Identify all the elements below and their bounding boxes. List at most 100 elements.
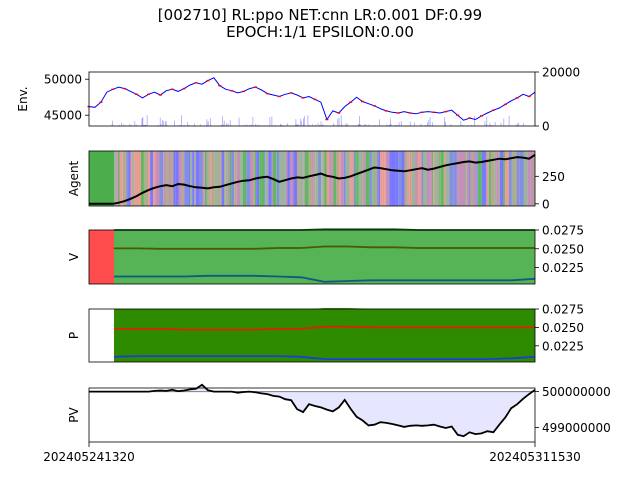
agent-action-band	[155, 151, 160, 206]
agent-action-band	[494, 151, 497, 206]
agent-action-band	[229, 151, 232, 206]
agent-action-band	[443, 151, 446, 206]
agent-action-band	[333, 151, 337, 206]
agent-action-band	[421, 151, 424, 206]
pv-tick-499000000-label: 499000000	[542, 421, 611, 435]
v-tick-0250-label: 0.0250	[542, 242, 584, 256]
agent-action-band	[511, 151, 514, 206]
agent-action-band	[326, 151, 330, 206]
agent-action-band	[261, 151, 265, 206]
p-tick-0275-label: 0.0275	[542, 303, 584, 317]
agent-action-band	[530, 151, 534, 206]
agent-action-band	[439, 151, 441, 206]
price-line	[88, 77, 536, 121]
agent-action-band	[490, 151, 495, 206]
agent-action-band	[369, 151, 372, 206]
agent-action-band	[496, 151, 499, 206]
agent-action-band	[523, 151, 528, 206]
agent-action-band	[203, 151, 205, 206]
agent-action-band	[276, 151, 280, 206]
agent-action-band	[456, 151, 459, 206]
p-buy-region	[114, 309, 535, 362]
agent-action-band	[378, 151, 381, 206]
agent-action-band	[407, 151, 410, 206]
agent-action-band	[380, 151, 383, 206]
p-tick-0225-label: 0.0225	[542, 339, 584, 353]
agent-position-line	[89, 153, 536, 205]
agent-action-band	[304, 151, 309, 206]
pv-panel: 499000000 500000000 PV	[67, 383, 611, 443]
p-series-line	[113, 355, 536, 361]
agent-action-band	[221, 151, 224, 206]
v-frame	[88, 229, 536, 285]
agent-action-band	[412, 151, 416, 206]
agent-action-band	[433, 151, 435, 206]
agent-action-band	[486, 151, 489, 206]
agent-action-band	[473, 151, 477, 206]
p-tick-0250-label: 0.0250	[542, 321, 584, 335]
pv-tick-500000000-label: 500000000	[542, 385, 611, 399]
chart-title-line1: [002710] RL:ppo NET:cnn LR:0.001 DF:0.99	[157, 6, 483, 24]
agent-action-band	[476, 151, 478, 206]
agent-action-band	[345, 151, 350, 206]
agent-tick-250-label: 250	[542, 170, 565, 184]
v-panel: 0.0225 0.0250 0.0275 V	[67, 224, 584, 285]
agent-action-band	[498, 151, 500, 206]
agent-action-band	[312, 151, 314, 206]
chart-title-line2: EPOCH:1/1 EPSILON:0.00	[226, 23, 414, 41]
agent-action-band	[440, 151, 444, 206]
agent-action-band	[353, 151, 356, 206]
agent-action-band	[170, 151, 174, 206]
agent-action-band	[389, 151, 392, 206]
agent-action-band	[190, 151, 193, 206]
agent-action-band	[234, 151, 237, 206]
agent-action-band	[377, 151, 379, 206]
p-frame	[88, 308, 536, 363]
agent-action-band	[175, 151, 179, 206]
agent-action-band	[478, 151, 482, 206]
pv-line	[89, 383, 536, 438]
agent-action-band	[210, 151, 212, 206]
agent-action-band	[488, 151, 491, 206]
agent-action-band	[227, 151, 230, 206]
pv-frame	[88, 387, 536, 443]
agent-action-band	[371, 151, 374, 206]
agent-action-band	[503, 151, 505, 206]
env-frame	[88, 71, 536, 127]
agent-action-band	[464, 151, 467, 206]
agent-action-band	[163, 151, 166, 206]
env-right-tick-20000-label: 20000	[542, 66, 580, 80]
agent-action-band	[202, 151, 204, 206]
v-series-line	[114, 245, 535, 250]
agent-action-band	[430, 151, 433, 206]
agent-action-band	[449, 151, 454, 206]
agent-action-band	[423, 151, 427, 206]
agent-action-band	[128, 151, 131, 206]
agent-action-band	[386, 151, 390, 206]
agent-action-band	[467, 151, 470, 206]
agent-action-band	[279, 151, 283, 206]
agent-action-band	[453, 151, 457, 206]
env-panel: 45000 50000 0 20000 Env.	[16, 66, 580, 134]
agent-action-band	[349, 151, 351, 206]
agent-action-band	[415, 151, 418, 206]
agent-action-band	[218, 151, 222, 206]
agent-ylabel: Agent	[67, 160, 81, 196]
agent-action-band	[211, 151, 215, 206]
agent-action-band	[499, 151, 504, 206]
env-left-tick-45000-label: 45000	[44, 109, 82, 123]
agent-panel: 0 250 Agent	[67, 150, 565, 211]
agent-action-band	[398, 151, 402, 206]
agent-action-band	[374, 151, 377, 206]
agent-action-band	[432, 151, 434, 206]
agent-action-band	[284, 151, 286, 206]
agent-action-band	[282, 151, 285, 206]
agent-action-band	[520, 151, 524, 206]
agent-action-band	[308, 151, 313, 206]
agent-action-band	[150, 151, 154, 206]
agent-action-band	[192, 151, 195, 206]
agent-action-band	[350, 151, 354, 206]
agent-hold-region	[89, 151, 114, 206]
agent-action-band	[250, 151, 254, 206]
agent-action-band	[134, 151, 138, 206]
